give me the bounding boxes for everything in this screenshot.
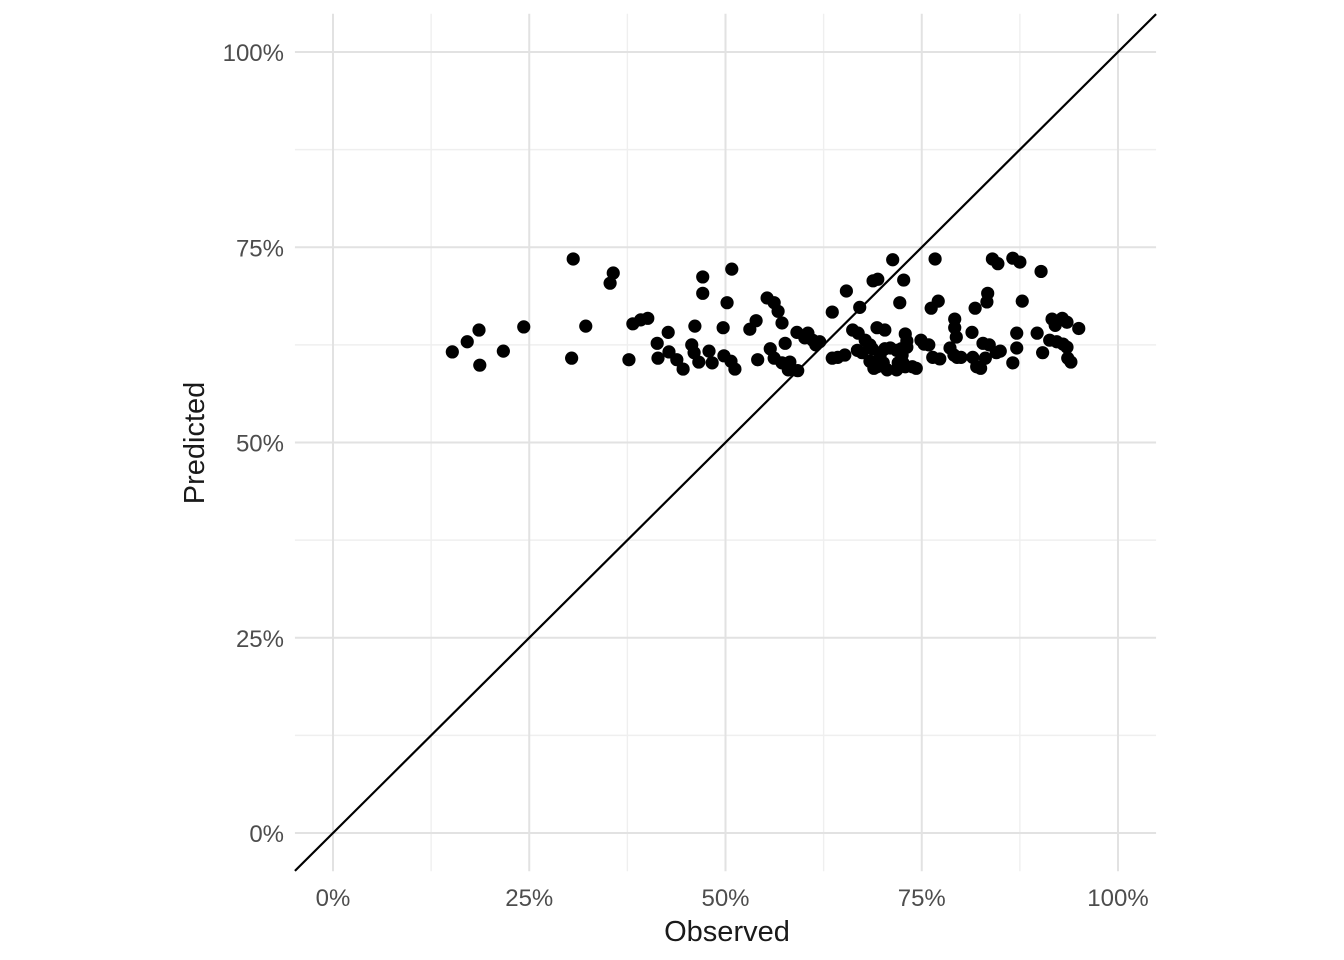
data-point (775, 316, 789, 330)
data-point (978, 351, 992, 365)
identity-line-layer (294, 13, 1157, 872)
data-point (1030, 326, 1044, 340)
data-point (1013, 255, 1027, 269)
data-point (720, 296, 734, 310)
data-point (702, 344, 716, 358)
data-point (993, 344, 1007, 358)
y-tick-label: 25% (236, 626, 284, 653)
y-tick-label: 50% (236, 431, 284, 458)
data-point (565, 351, 579, 365)
x-tick-label: 0% (316, 885, 351, 912)
data-point (688, 319, 702, 333)
data-point (1006, 356, 1020, 370)
data-point (981, 286, 995, 300)
x-tick-label: 25% (505, 885, 553, 912)
data-point (968, 301, 982, 315)
data-point (751, 353, 765, 367)
data-point (651, 351, 665, 365)
data-point (517, 320, 531, 334)
data-point (886, 253, 900, 267)
data-point (909, 361, 923, 375)
data-point (931, 294, 945, 308)
data-point (1036, 346, 1050, 360)
y-tick-labels: 0% 25% 50% 75% 100% (223, 40, 284, 848)
data-point (871, 272, 885, 286)
grid-major-layer (294, 13, 1157, 872)
data-point (878, 323, 892, 337)
y-tick-label: 0% (249, 821, 284, 848)
identity-line (294, 13, 1157, 872)
x-tick-label: 75% (898, 885, 946, 912)
data-point (893, 296, 907, 310)
data-point (1034, 264, 1048, 279)
data-point (749, 314, 763, 328)
data-point (622, 353, 636, 367)
x-tick-label: 100% (1087, 885, 1148, 912)
data-point (900, 340, 914, 354)
data-point (1064, 355, 1078, 369)
data-point (825, 305, 839, 319)
data-point (579, 319, 593, 333)
data-point (566, 252, 580, 266)
data-point (603, 276, 617, 290)
data-point (839, 284, 853, 298)
data-point (676, 362, 690, 376)
data-point (692, 355, 706, 369)
data-point (1060, 315, 1074, 329)
data-point (1072, 321, 1086, 336)
data-point (728, 362, 742, 376)
data-point (460, 335, 474, 349)
data-point (791, 364, 805, 378)
data-point (933, 352, 947, 366)
data-point (650, 336, 664, 350)
data-point (472, 323, 486, 337)
data-point (949, 330, 963, 344)
data-point (725, 262, 739, 276)
data-point (705, 356, 719, 370)
x-tick-labels: 0% 25% 50% 75% 100% (316, 885, 1149, 912)
data-point (1010, 326, 1024, 340)
data-point (838, 348, 852, 362)
y-axis-title: Predicted (179, 382, 211, 505)
data-point (1015, 294, 1029, 308)
data-point (778, 336, 792, 350)
x-tick-label: 50% (701, 885, 749, 912)
data-point (670, 353, 684, 367)
data-point (771, 304, 785, 318)
data-point (716, 321, 730, 335)
data-point (496, 344, 510, 358)
data-point (606, 266, 620, 280)
data-point (661, 325, 675, 339)
data-point (954, 350, 968, 364)
x-axis-title: Observed (664, 916, 790, 948)
y-tick-label: 75% (236, 235, 284, 262)
y-tick-label: 100% (223, 40, 284, 67)
data-point (965, 325, 979, 339)
data-point (696, 270, 710, 284)
data-point (897, 273, 911, 287)
data-point (1010, 341, 1024, 355)
data-point (445, 345, 459, 359)
data-point (880, 363, 894, 377)
data-point (974, 361, 988, 375)
data-point (928, 252, 942, 266)
points-layer (445, 251, 1086, 378)
data-point (641, 311, 655, 325)
data-point (1060, 340, 1074, 354)
data-point (696, 286, 710, 300)
data-point (813, 335, 827, 349)
data-point (922, 338, 936, 352)
data-point (991, 257, 1005, 271)
data-point (783, 355, 797, 369)
data-point (853, 300, 867, 314)
data-point (473, 358, 487, 372)
